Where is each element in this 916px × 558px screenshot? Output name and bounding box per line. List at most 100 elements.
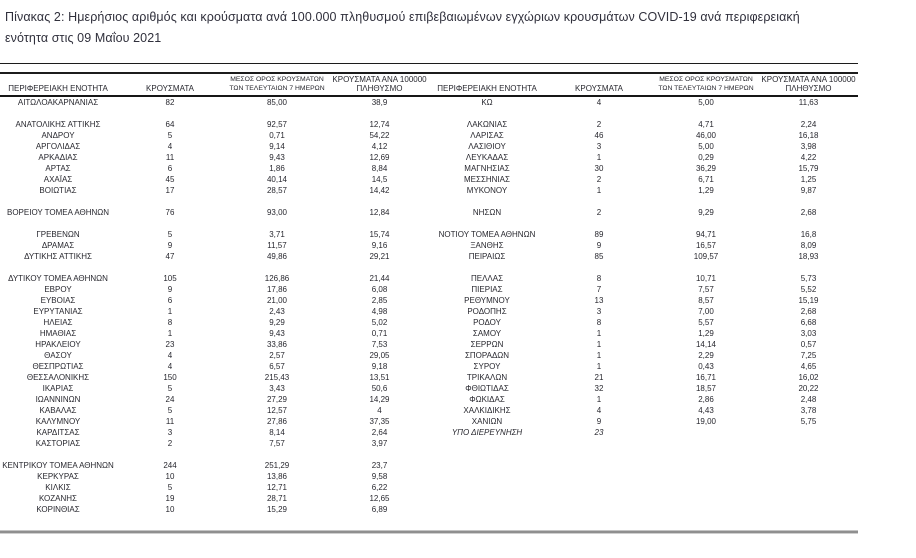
cell-cases: 7: [596, 285, 602, 294]
cell-avg7: [224, 449, 330, 460]
cell-per100k: 13,51: [369, 373, 390, 382]
col-header-avg7-left: ΜΕΣΟΣ ΟΡΟΣ ΚΡΟΥΣΜΑΤΩΝ ΤΩΝ ΤΕΛΕΥΤΑΙΩΝ 7 ΗΜ…: [224, 76, 330, 97]
cell-cases: [545, 438, 653, 449]
table-title-line-1: Πίνακας 2: Ημερήσιος αριθμός και κρούσμα…: [5, 10, 800, 24]
cell-cases: 4: [596, 98, 602, 107]
table-title-line-2: ενότητα στις 09 Μαΐου 2021: [5, 31, 162, 45]
cell-cases: [545, 460, 653, 471]
cell-per100k: [759, 108, 858, 119]
table-title: Πίνακας 2: Ημερήσιος αριθμός και κρούσμα…: [5, 7, 911, 49]
cell-avg7: 94,71: [695, 230, 717, 239]
cell-per100k: 37,35: [369, 417, 390, 426]
cell-avg7: 2,43: [269, 307, 285, 316]
cell-avg7: 2,57: [269, 351, 285, 360]
cell-cases: 3: [167, 428, 173, 437]
cell-cases: 46: [594, 131, 604, 140]
cell-avg7: 9,29: [698, 208, 714, 217]
col-header-line: ΠΕΡΙΦΕΡΕΙΑΚΗ ΕΝΟΤΗΤΑ: [8, 83, 108, 93]
cell-avg7: 109,57: [693, 252, 719, 261]
cell-avg7: [653, 218, 759, 229]
cell-avg7: [653, 196, 759, 207]
cell-cases: [116, 449, 224, 460]
cell-avg7: 17,86: [266, 285, 288, 294]
cell-avg7: 49,86: [266, 252, 288, 261]
cell-avg7: 3,71: [269, 230, 285, 239]
cell-per100k: 0,71: [371, 329, 388, 338]
cell-cases: 5: [167, 131, 173, 140]
cell-region: ΦΩΚΙΔΑΣ: [469, 395, 505, 404]
table-row: ΗΛΕΙΑΣ 8 9,29 5,02 ΡΟΔΟΥ 8 5,57 6,68: [0, 317, 858, 328]
cell-per100k: 0,57: [800, 340, 817, 349]
cell-per100k: 4,12: [371, 142, 388, 151]
cell-region: ΕΒΡΟΥ: [44, 285, 72, 294]
cell-cases: [545, 108, 653, 119]
cell-per100k: 9,16: [371, 241, 388, 250]
cell-cases: 5: [167, 230, 173, 239]
cell-avg7: [653, 438, 759, 449]
cell-cases: 21: [594, 373, 604, 382]
cell-cases: [116, 196, 224, 207]
cell-per100k: 2,68: [800, 307, 817, 316]
cell-per100k: 15,79: [798, 164, 819, 173]
table-row: ΚΟΖΑΝΗΣ 19 28,71 12,65: [0, 493, 858, 504]
col-header-line: ΚΡΟΥΣΜΑΤΑ ΑΝΑ 100000: [332, 75, 427, 84]
cell-avg7: 7,57: [698, 285, 714, 294]
cell-cases: 9: [167, 285, 173, 294]
cell-avg7: 12,57: [266, 406, 288, 415]
cell-per100k: 5,73: [800, 274, 817, 283]
cell-per100k: [330, 218, 429, 229]
cell-avg7: 1,86: [269, 164, 285, 173]
cell-cases: 89: [594, 230, 604, 239]
cell-cases: 3: [596, 307, 602, 316]
table-row: ΔΥΤΙΚΟΥ ΤΟΜΕΑ ΑΘΗΝΩΝ 105 126,86 21,44 ΠΕΛΛΑΣ…: [0, 273, 858, 284]
cell-avg7: 21,00: [266, 296, 288, 305]
cell-per100k: 21,44: [369, 274, 390, 283]
cell-region: ΛΑΚΩΝΙΑΣ: [466, 120, 508, 129]
cell-cases: 8: [596, 274, 602, 283]
cell-per100k: [330, 449, 429, 460]
cell-per100k: 2,48: [800, 395, 817, 404]
cell-region: ΜΕΣΣΗΝΙΑΣ: [464, 175, 510, 184]
cell-cases: 82: [165, 98, 175, 107]
col-header-line: ΠΛΗΘΥΣΜΟ: [785, 83, 832, 93]
cell-cases: 10: [165, 505, 175, 514]
cell-per100k: 4,65: [800, 362, 817, 371]
cell-region: ΝΟΤΙΟΥ ΤΟΜΕΑ ΑΘΗΝΩΝ: [438, 230, 536, 239]
cell-region: ΔΥΤΙΚΗΣ ΑΤΤΙΚΗΣ: [24, 252, 92, 261]
col-header-line: ΤΩΝ ΤΕΛΕΥΤΑΙΩΝ 7 ΗΜΕΡΩΝ: [229, 84, 325, 92]
cell-avg7: 126,86: [264, 274, 290, 283]
cell-per100k: 23,7: [371, 461, 388, 470]
cell-avg7: 36,29: [695, 164, 717, 173]
cell-region: ΠΕΙΡΑΙΩΣ: [468, 252, 506, 261]
cell-region: ΣΕΡΡΩΝ: [470, 340, 504, 349]
cell-cases: 2: [167, 439, 173, 448]
cell-region: [429, 449, 545, 460]
cell-region: ΚΑΛΥΜΝΟΥ: [35, 417, 81, 426]
cell-avg7: 28,71: [266, 494, 288, 503]
cell-per100k: 14,29: [369, 395, 390, 404]
cell-per100k: 14,5: [371, 175, 388, 184]
table-row: ΚΑΣΤΟΡΙΑΣ 2 7,57 3,97: [0, 438, 858, 449]
cell-per100k: 6,68: [800, 318, 817, 327]
cell-avg7: 92,57: [266, 120, 288, 129]
table-row: ΕΥΡΥΤΑΝΙΑΣ 1 2,43 4,98 ΡΟΔΟΠΗΣ 3 7,00 2,68: [0, 306, 858, 317]
cell-per100k: 16,18: [798, 131, 819, 140]
cell-cases: 4: [167, 142, 173, 151]
cell-region: ΕΥΒΟΙΑΣ: [40, 296, 76, 305]
cell-region: ΚΕΝΤΡΙΚΟΥ ΤΟΜΕΑ ΑΘΗΝΩΝ: [2, 461, 114, 470]
cell-per100k: 3,78: [800, 406, 817, 415]
cell-avg7: 46,00: [695, 131, 717, 140]
cell-avg7: 5,00: [698, 142, 714, 151]
cell-avg7: 7,00: [698, 307, 714, 316]
cell-cases: 1: [596, 186, 602, 195]
cell-per100k: 54,22: [369, 131, 390, 140]
cell-per100k: 12,69: [369, 153, 390, 162]
table-row: [0, 218, 858, 229]
cell-per100k: 2,85: [371, 296, 388, 305]
cell-region: ΛΑΡΙΣΑΣ: [470, 131, 504, 140]
header-row: ΠΕΡΙΦΕΡΕΙΑΚΗ ΕΝΟΤΗΤΑ ΚΡΟΥΣΜΑΤΑ ΜΕΣΟΣ ΟΡΟΣ …: [0, 75, 858, 97]
cell-cases: 5: [167, 384, 173, 393]
cell-region: ΚΙΛΚΙΣ: [45, 483, 71, 492]
cell-per100k: 7,25: [800, 351, 817, 360]
cell-cases: 2: [596, 120, 602, 129]
